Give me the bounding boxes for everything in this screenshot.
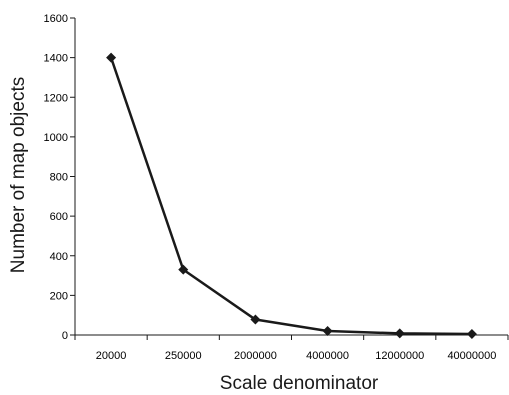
y-tick-label: 1200	[44, 92, 68, 104]
y-tick-label: 1400	[44, 53, 68, 65]
y-axis-title: Number of map objects	[8, 77, 29, 273]
x-tick-label: 20000	[96, 350, 127, 362]
ticks-layer: 0 200 400 600 800 1000 1200 1400 1600 20000 250000…	[44, 13, 509, 362]
data-point	[394, 328, 405, 339]
y-tick-label: 800	[50, 172, 68, 184]
series-line	[109, 57, 472, 336]
y-tick-label: 1000	[44, 132, 68, 144]
x-tick-label: 2000000	[234, 350, 277, 362]
y-tick-label: 0	[62, 330, 68, 342]
y-tick-label: 600	[50, 211, 68, 223]
y-tick-label: 1600	[44, 13, 68, 25]
data-point	[178, 264, 189, 275]
y-tick-label: 200	[50, 290, 68, 302]
x-axis-title: Scale denominator	[220, 373, 379, 394]
data-point	[466, 329, 477, 340]
y-tick-label: 400	[50, 251, 68, 263]
data-point	[106, 52, 117, 63]
data-point	[322, 326, 333, 337]
data-point	[250, 314, 261, 325]
x-tick-label: 4000000	[306, 350, 349, 362]
x-tick-label: 250000	[165, 350, 202, 362]
series-layer	[106, 52, 477, 340]
axes-layer	[74, 18, 508, 336]
x-tick-label: 12000000	[375, 350, 424, 362]
x-tick-label: 40000000	[447, 350, 496, 362]
